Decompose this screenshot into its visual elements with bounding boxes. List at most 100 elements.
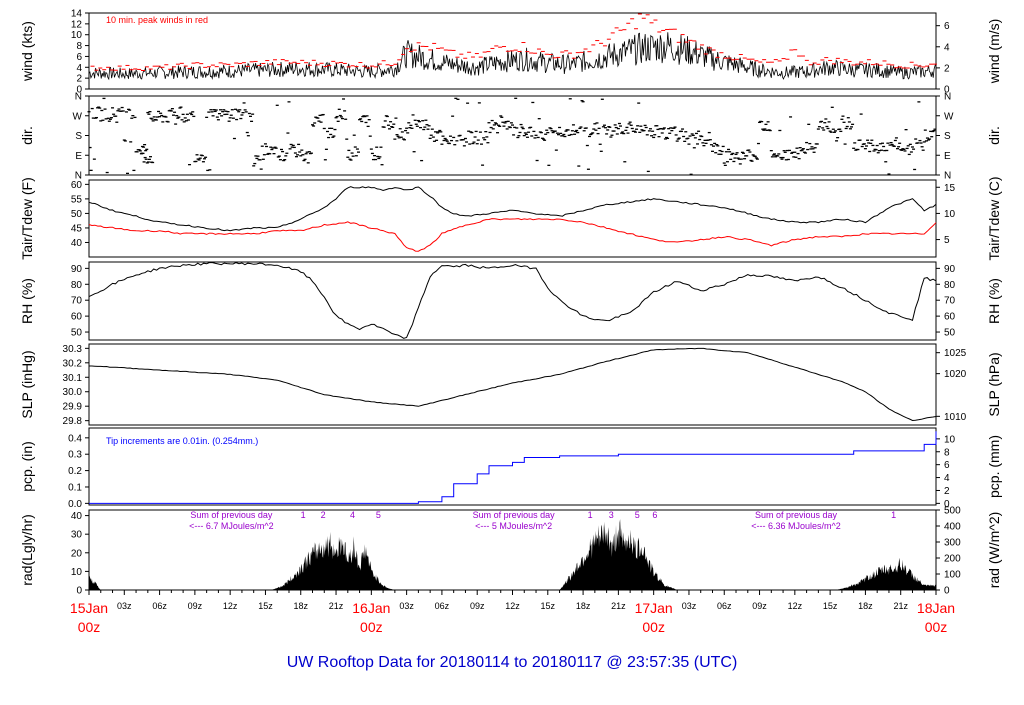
rh-right-tick-label: 90: [944, 264, 956, 275]
pcp-right-tick-label: 6: [944, 460, 950, 471]
radiation-sum-label: Sum of previous day: [473, 510, 556, 520]
x-tick-label: 18z: [576, 601, 591, 611]
radiation-peak-marker: 5: [635, 510, 640, 520]
slp-ylabel-right: SLP (hPa): [986, 352, 1002, 416]
dewpoint-line: [88, 218, 937, 252]
temp-left-tick-label: 40: [71, 238, 83, 249]
wind-left-tick-label: 12: [71, 19, 83, 30]
wind-left-tick-label: 0: [76, 85, 82, 96]
radiation-sum-label: Sum of previous day: [190, 510, 273, 520]
radiation-peak-marker: 6: [652, 510, 657, 520]
rad-right-tick-label: 200: [944, 554, 961, 565]
temp-frame: [88, 179, 937, 258]
rad-left-tick-label: 30: [71, 530, 83, 541]
rad-ylabel-right: rad (W/m^2): [986, 512, 1002, 589]
rad-ylabel: rad(Lgly/hr): [19, 514, 35, 586]
wind-left-tick-label: 4: [76, 63, 82, 74]
slp-ylabel: SLP (inHg): [19, 350, 35, 418]
rh-left-tick-label: 50: [71, 328, 83, 339]
rad-left-tick-label: 10: [71, 567, 83, 578]
slp-right-tick-label: 1025: [944, 348, 967, 359]
slp-left-tick-label: 30.3: [63, 344, 83, 355]
x-day-hour-label: 00z: [360, 619, 383, 635]
rh-right-tick-label: 50: [944, 328, 956, 339]
rh-left-tick-label: 60: [71, 312, 83, 323]
pcp-left-tick-label: 0.4: [68, 433, 82, 444]
dir-left-tick-label: E: [75, 151, 82, 162]
rad-right-tick-label: 500: [944, 506, 961, 517]
footer-title: UW Rooftop Data for 20180114 to 20180117…: [287, 654, 738, 671]
x-day-hour-label: 00z: [642, 619, 665, 635]
x-tick-label: 12z: [505, 601, 520, 611]
dir-right-tick-label: N: [944, 92, 951, 103]
wind-annotation: 10 min. peak winds in red: [106, 15, 208, 25]
rh-ylabel-right: RH (%): [986, 278, 1002, 324]
x-day-label: 15Jan: [70, 600, 108, 616]
x-day-hour-label: 00z: [78, 619, 101, 635]
radiation-peak-marker: 3: [609, 510, 614, 520]
pcp-right-tick-label: 2: [944, 486, 950, 497]
dir-right-tick-label: W: [944, 111, 954, 122]
x-tick-label: 03z: [682, 601, 697, 611]
x-tick-label: 21z: [611, 601, 626, 611]
precip-annotation: Tip increments are 0.01in. (0.254mm.): [106, 436, 258, 446]
wind-frame: [88, 12, 937, 90]
dir-left-tick-label: N: [75, 92, 82, 103]
pcp-left-tick-label: 0.2: [68, 466, 82, 477]
x-tick-label: 06z: [152, 601, 167, 611]
slp-left-tick-label: 30.1: [63, 373, 83, 384]
pcp-ylabel: pcp. (in): [19, 441, 35, 492]
rad-right-tick-label: 0: [944, 586, 950, 597]
radiation-sum-value: <--- 6.36 MJoules/m^2: [751, 521, 841, 531]
pcp-right-tick-label: 10: [944, 434, 956, 445]
dir-right-tick-label: E: [944, 151, 951, 162]
temp-left-tick-label: 55: [71, 194, 83, 205]
rh-right-tick-label: 80: [944, 280, 956, 291]
dir-right-tick-label: N: [944, 171, 951, 182]
rh-line: [88, 261, 937, 339]
slp-panel: 29.8 29.9 30.0 30.1 30.2 30.3 1010 1020 1025 SLP …: [19, 343, 1002, 427]
rh-left-tick-label: 90: [71, 264, 83, 275]
temp-right-tick-label: 5: [944, 235, 950, 246]
rad-left-tick-label: 20: [71, 548, 83, 559]
temp-right-tick-label: 15: [944, 183, 956, 194]
rh-ylabel: RH (%): [19, 278, 35, 324]
rh-left-tick-label: 70: [71, 296, 83, 307]
wind-left-tick-label: 14: [71, 9, 83, 20]
x-tick-label: 12z: [223, 601, 238, 611]
x-day-hour-label: 00z: [925, 619, 948, 635]
pcp-right-tick-label: 4: [944, 473, 950, 484]
wind-right-tick-label: 2: [944, 63, 950, 74]
rh-frame: [88, 261, 937, 341]
temp-panel: 40 45 50 55 60 5 10 15 Tair/Tdew (F) Tair/Tdew (C…: [19, 176, 1002, 260]
radiation-peak-marker: 1: [301, 510, 306, 520]
dir-left-tick-label: N: [75, 171, 82, 182]
wind-ylabel: wind (kts): [19, 21, 35, 82]
wind-left-tick-label: 2: [76, 74, 82, 85]
wind-ylabel-right: wind (m/s): [986, 19, 1002, 85]
rad-right-tick-label: 100: [944, 570, 961, 581]
x-tick-label: 15z: [541, 601, 556, 611]
dir-right-tick-label: S: [944, 131, 951, 142]
rad-left-tick-label: 40: [71, 511, 83, 522]
rad-right-tick-label: 400: [944, 522, 961, 533]
radiation-peak-marker: 5: [376, 510, 381, 520]
radiation-peak-marker: 1: [891, 510, 896, 520]
x-tick-label: 15z: [823, 601, 838, 611]
rh-right-tick-label: 70: [944, 296, 956, 307]
x-tick-label: 09z: [188, 601, 203, 611]
rh-left-tick-label: 80: [71, 280, 83, 291]
pcp-right-tick-label: 0: [944, 499, 950, 510]
slp-left-tick-label: 29.8: [63, 416, 83, 427]
x-tick-label: 15z: [258, 601, 273, 611]
wind-right-tick-label: 6: [944, 21, 950, 32]
temp-left-tick-label: 45: [71, 223, 83, 234]
pcp-left-tick-label: 0.0: [68, 499, 82, 510]
wind-right-tick-label: 0: [944, 85, 950, 96]
temp-right-tick-label: 10: [944, 209, 956, 220]
wind-mean-line: [88, 32, 937, 81]
